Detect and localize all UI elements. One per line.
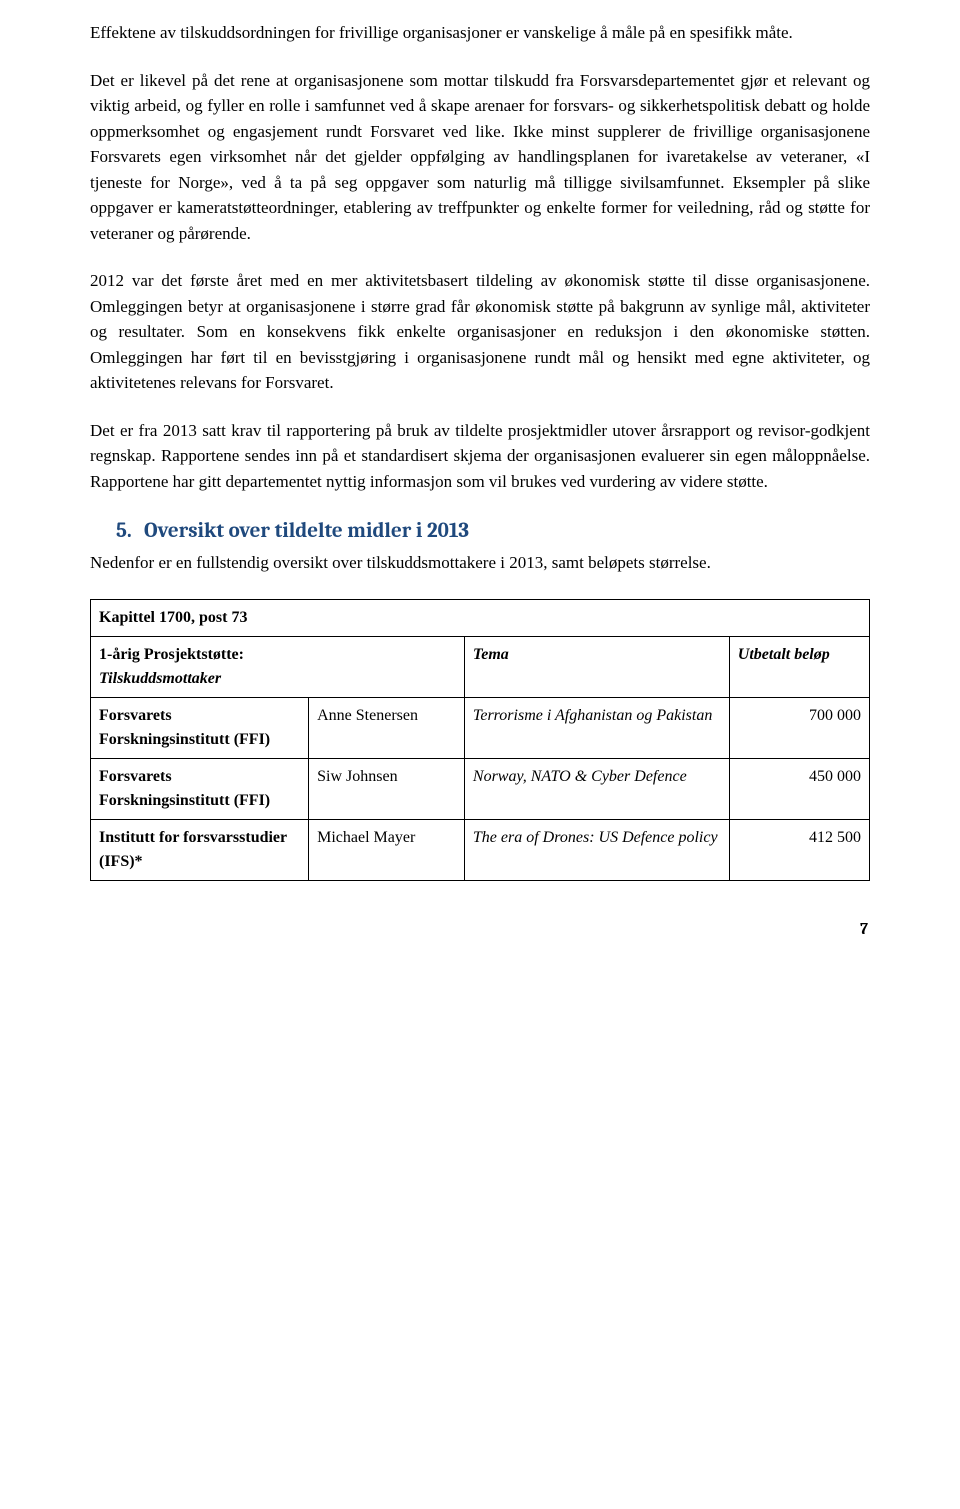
amount-cell: 700 000 — [729, 698, 869, 759]
recipient-cell: Institutt for forsvarsstudier (IFS)* — [91, 820, 309, 881]
paragraph-2: Det er likevel på det rene at organisasj… — [90, 68, 870, 247]
person-cell: Michael Mayer — [309, 820, 465, 881]
topic-cell: The era of Drones: US Defence policy — [464, 820, 729, 881]
amount-header: Utbetalt beløp — [729, 637, 869, 698]
section-intro: Nedenfor er en fullstendig oversikt over… — [90, 550, 870, 576]
table-row: Institutt for forsvarsstudier (IFS)* Mic… — [91, 820, 870, 881]
recipient-header: Tilskuddsmottaker — [99, 667, 456, 691]
person-cell: Anne Stenersen — [309, 698, 465, 759]
paragraph-1: Effektene av tilskuddsordningen for friv… — [90, 20, 870, 46]
section-heading: 5. Oversikt over tildelte midler i 2013 — [90, 516, 870, 548]
topic-header: Tema — [464, 637, 729, 698]
section-number: 5. — [116, 519, 132, 543]
amount-cell: 412 500 — [729, 820, 869, 881]
table-row: Forsvarets Forskningsinstitutt (FFI) Siw… — [91, 759, 870, 820]
funding-table: Kapittel 1700, post 73 1-årig Prosjektst… — [90, 599, 870, 881]
recipient-cell: Forsvarets Forskningsinstitutt (FFI) — [91, 698, 309, 759]
recipient-cell: Forsvarets Forskningsinstitutt (FFI) — [91, 759, 309, 820]
table-subheader-cell: 1-årig Prosjektstøtte: Tilskuddsmottaker — [91, 637, 465, 698]
paragraph-4: Det er fra 2013 satt krav til rapporteri… — [90, 418, 870, 495]
paragraph-3: 2012 var det første året med en mer akti… — [90, 268, 870, 396]
person-cell: Siw Johnsen — [309, 759, 465, 820]
topic-cell: Norway, NATO & Cyber Defence — [464, 759, 729, 820]
topic-cell: Terrorisme i Afghanistan og Pakistan — [464, 698, 729, 759]
project-support-label: 1-årig Prosjektstøtte: — [99, 643, 456, 667]
table-row: Forsvarets Forskningsinstitutt (FFI) Ann… — [91, 698, 870, 759]
page-number: 7 — [90, 917, 870, 941]
table-caption: Kapittel 1700, post 73 — [91, 600, 870, 637]
amount-cell: 450 000 — [729, 759, 869, 820]
section-title: Oversikt over tildelte midler i 2013 — [144, 519, 469, 543]
